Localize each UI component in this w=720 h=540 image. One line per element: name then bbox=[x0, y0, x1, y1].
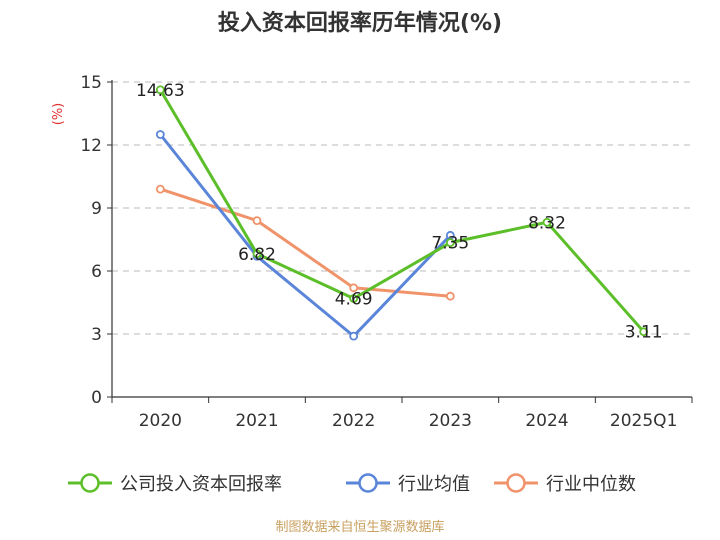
x-tick-label: 2023 bbox=[429, 411, 472, 431]
y-tick-label: 3 bbox=[91, 325, 102, 345]
legend-item-0: 公司投入资本回报率 bbox=[68, 473, 282, 495]
data-point bbox=[445, 238, 455, 248]
data-point bbox=[252, 216, 262, 226]
series-line bbox=[158, 88, 646, 334]
legend-item-1: 行业均值 bbox=[346, 473, 470, 495]
legend-label: 行业中位数 bbox=[546, 474, 636, 495]
y-tick-label: 6 bbox=[91, 262, 102, 282]
y-axis-unit: (%) bbox=[51, 103, 66, 126]
legend-item-2: 行业中位数 bbox=[494, 473, 636, 495]
data-label: 7.35 bbox=[431, 234, 469, 254]
legend-label: 行业均值 bbox=[398, 474, 470, 495]
x-tick-label: 2021 bbox=[235, 411, 278, 431]
data-label: 3.11 bbox=[625, 323, 663, 343]
x-tick-label: 2025Q1 bbox=[610, 411, 677, 431]
data-label: 4.69 bbox=[335, 290, 373, 310]
data-point bbox=[252, 249, 262, 259]
x-tick-label: 2020 bbox=[139, 411, 182, 431]
x-tick-label: 2022 bbox=[332, 411, 375, 431]
data-label: 8.32 bbox=[528, 213, 566, 233]
legend: 公司投入资本回报率 行业均值 行业中位数 bbox=[68, 473, 636, 495]
data-point bbox=[155, 85, 165, 95]
chart-title: 投入资本回报率历年情况(%) bbox=[218, 10, 502, 36]
data-point bbox=[445, 291, 455, 301]
data-point bbox=[639, 327, 649, 337]
data-label: 14.63 bbox=[136, 81, 185, 101]
data-label: 6.82 bbox=[238, 245, 276, 265]
data-point bbox=[349, 331, 359, 341]
data-point bbox=[349, 294, 359, 303]
data-point bbox=[349, 283, 359, 293]
legend-marker bbox=[358, 473, 378, 493]
source-note: 制图数据来自恒生聚源数据库 bbox=[275, 519, 444, 535]
legend-marker bbox=[80, 473, 100, 493]
data-point bbox=[155, 184, 165, 194]
y-tick-label: 15 bbox=[80, 73, 102, 93]
series-0 bbox=[155, 85, 649, 337]
series-line bbox=[158, 187, 452, 298]
axes: 0 3 6 9 12 15 2020 2021 2022 2023 2024 2025Q1 bbox=[80, 73, 693, 431]
data-point bbox=[155, 130, 165, 139]
y-tick-label: 0 bbox=[91, 388, 102, 408]
series-2 bbox=[155, 184, 455, 301]
y-tick-label: 12 bbox=[80, 136, 102, 156]
legend-label: 公司投入资本回报率 bbox=[120, 474, 282, 495]
legend-marker bbox=[506, 473, 526, 493]
x-tick-label: 2024 bbox=[525, 411, 568, 431]
series-1 bbox=[155, 130, 455, 341]
data-labels: 14.63 6.82 4.69 7.35 8.32 3.11 bbox=[136, 81, 663, 343]
grid-lines bbox=[112, 81, 692, 335]
y-tick-label: 9 bbox=[91, 199, 102, 219]
series-layer bbox=[155, 85, 649, 341]
series-line bbox=[158, 133, 452, 338]
data-point bbox=[542, 217, 552, 227]
